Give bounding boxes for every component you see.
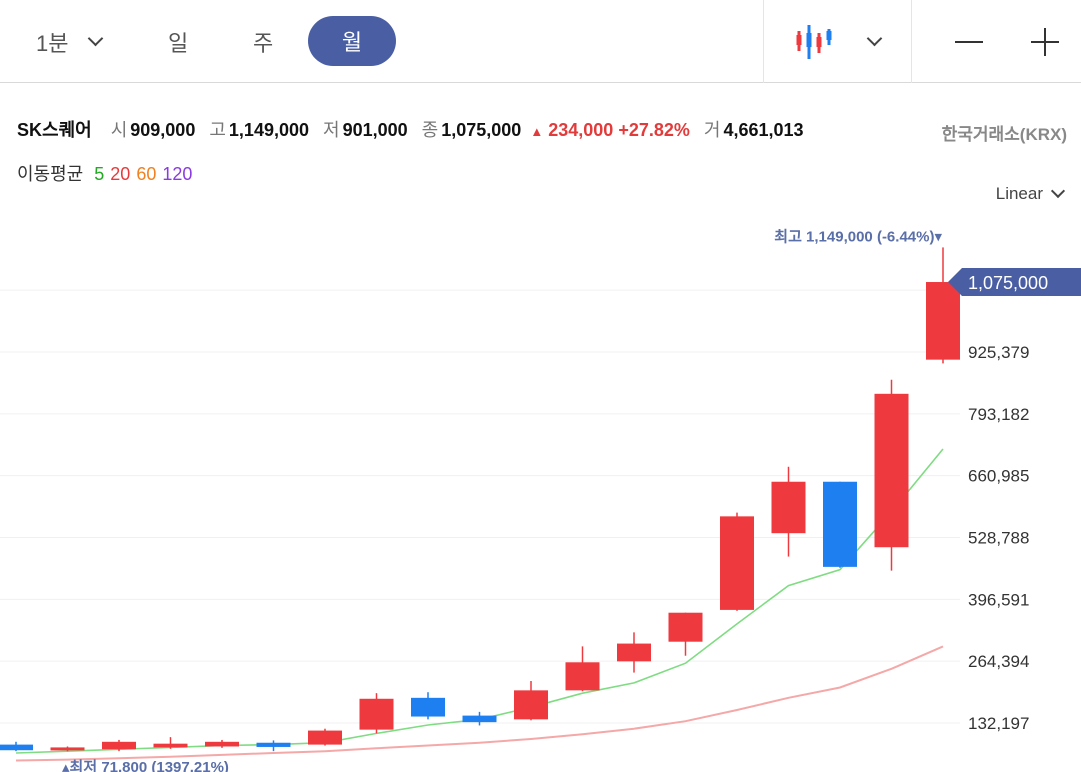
moving-average-period-120: 120 — [162, 164, 193, 184]
open-value: 909,000 — [130, 120, 196, 140]
minute-interval-select[interactable]: 1분 — [36, 0, 104, 83]
candle-body — [153, 743, 188, 748]
minute-interval-label: 1분 — [36, 30, 69, 56]
y-tick-label: 925,379 — [968, 343, 1029, 362]
open-label: 시 — [110, 120, 128, 140]
candle-body — [308, 730, 342, 745]
tab-day-label: 일 — [168, 30, 189, 56]
candle-body — [771, 481, 806, 534]
current-price-tag — [948, 268, 1081, 297]
scale-mode-label: Linear — [995, 184, 1043, 203]
current-price-label: 1,075,000 — [968, 273, 1048, 293]
zoom-in-button[interactable] — [1031, 0, 1059, 83]
y-tick-label: 264,394 — [968, 652, 1029, 671]
candle-body — [617, 643, 651, 662]
candle-body — [462, 715, 497, 723]
high-annotation: 최고 1,149,000 (-6.44%)▾ — [774, 227, 942, 245]
candle-body — [720, 516, 754, 610]
moving-average-periods: 5 20 60 120 — [94, 164, 198, 184]
up-triangle-icon: ▲ — [530, 124, 544, 139]
y-tick-label: 793,182 — [968, 405, 1029, 424]
y-tick-label: 660,985 — [968, 467, 1029, 486]
y-tick-label: 396,591 — [968, 590, 1029, 609]
candle-body — [256, 742, 291, 747]
high-label: 고 — [209, 120, 226, 140]
exchange-name: 한국거래소(KRX) — [941, 125, 1067, 144]
low-label: 저 — [323, 120, 340, 140]
moving-average-legend: 이동평균 5 20 60 120 — [17, 160, 198, 186]
candle-body — [926, 282, 960, 360]
candle-body — [411, 697, 445, 717]
candle-body — [668, 612, 703, 642]
y-tick-label: 132,197 — [968, 714, 1029, 733]
candle-body — [50, 747, 85, 751]
minus-icon — [955, 40, 983, 43]
candle-body — [102, 741, 136, 750]
stock-name: SK스퀘어 — [17, 120, 92, 140]
moving-average-period-60: 60 — [136, 164, 157, 184]
candlestick-icon — [796, 24, 832, 59]
close-label: 종 — [421, 120, 439, 140]
candle-body — [205, 741, 239, 747]
candle-body — [874, 393, 909, 548]
tab-month[interactable]: 월 — [308, 16, 396, 66]
change-percent: +27.82% — [618, 120, 690, 140]
zoom-out-button[interactable] — [955, 0, 983, 83]
candle-body — [565, 662, 600, 691]
plus-icon — [1031, 27, 1059, 56]
candle-body — [514, 690, 548, 720]
chart-toolbar: 1분 일 주 월 — [0, 0, 1081, 83]
moving-average-label: 이동평균 — [17, 164, 84, 184]
tab-day[interactable]: 일 — [168, 0, 188, 83]
low-value: 901,000 — [342, 120, 408, 140]
ma20-line — [15, 645, 944, 762]
candle-body — [823, 481, 857, 567]
tab-week[interactable]: 주 — [253, 0, 273, 83]
candle-body — [0, 744, 33, 751]
scale-mode-select[interactable]: Linear — [995, 183, 1066, 204]
tab-week-label: 주 — [253, 30, 274, 56]
toolbar-divider — [911, 0, 912, 83]
candle-body — [359, 698, 394, 730]
moving-average-period-20: 20 — [110, 164, 131, 184]
close-value: 1,075,000 — [441, 120, 522, 140]
high-value: 1,149,000 — [228, 120, 309, 140]
y-tick-label: 528,788 — [968, 529, 1029, 548]
volume-label: 거 — [703, 120, 721, 140]
ohlc-info: SK스퀘어 시 909,000 고 1,149,000 저 901,000 종 1,07… — [17, 116, 813, 142]
moving-average-period-5: 5 — [94, 164, 105, 184]
volume-value: 4,661,013 — [723, 120, 804, 140]
change-value: 234,000 — [548, 120, 614, 140]
low-annotation: ▴최저 71,800 (1397.21%) — [62, 758, 229, 772]
chart-type-select[interactable] — [795, 0, 883, 83]
toolbar-divider — [763, 0, 764, 83]
tab-month-label: 월 — [341, 30, 363, 55]
